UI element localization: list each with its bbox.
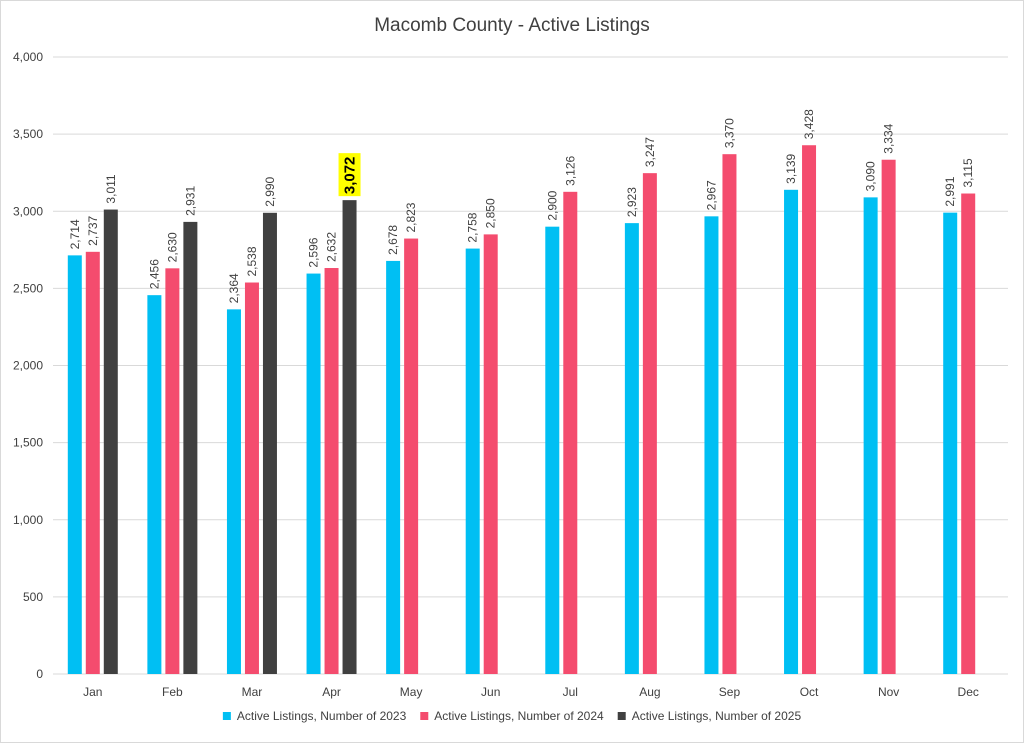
bar <box>784 189 799 674</box>
x-tick-label: Aug <box>639 685 660 699</box>
y-tick-label: 1,000 <box>13 513 43 527</box>
data-label: 2,931 <box>183 186 197 216</box>
bar <box>85 251 100 674</box>
data-label: 3,090 <box>864 161 878 191</box>
bar <box>244 282 259 674</box>
data-label-highlight <box>338 153 361 197</box>
legend-label: Active Listings, Number of 2025 <box>632 709 802 723</box>
data-label: 3,428 <box>802 109 816 139</box>
bar <box>642 173 657 674</box>
data-label: 3,247 <box>643 137 657 167</box>
x-tick-label: Jul <box>563 685 578 699</box>
x-tick-label: May <box>400 685 423 699</box>
data-label: 3,139 <box>784 153 798 183</box>
bar <box>961 193 976 675</box>
x-tick-label: Apr <box>322 685 341 699</box>
data-label: 2,456 <box>147 259 161 289</box>
y-tick-label: 500 <box>23 590 43 604</box>
bar <box>722 154 737 675</box>
bar <box>262 212 277 675</box>
data-label: 2,758 <box>466 212 480 242</box>
y-tick-label: 2,000 <box>13 359 43 373</box>
bar <box>147 295 162 674</box>
bar <box>324 268 339 674</box>
data-label: 2,823 <box>404 202 418 232</box>
data-label: 3,334 <box>882 123 896 153</box>
x-tick-label: Feb <box>162 685 183 699</box>
x-tick-label: Jan <box>83 685 102 699</box>
bar <box>624 223 639 674</box>
bar <box>881 159 896 675</box>
bar <box>386 260 401 674</box>
bar <box>404 238 419 674</box>
bar <box>67 255 82 675</box>
bar <box>165 268 180 674</box>
data-label: 2,737 <box>86 215 100 245</box>
data-label: 2,990 <box>263 176 277 206</box>
data-label: 2,630 <box>165 232 179 262</box>
data-label: 2,850 <box>484 198 498 228</box>
bar <box>306 273 321 674</box>
bar <box>465 248 480 675</box>
data-label: 2,364 <box>227 273 241 303</box>
x-tick-label: Nov <box>878 685 899 699</box>
y-tick-label: 3,000 <box>13 204 43 218</box>
bar <box>943 212 958 674</box>
legend-swatch <box>420 712 429 720</box>
y-tick-label: 4,000 <box>13 50 43 64</box>
data-label: 3,126 <box>563 155 577 185</box>
chart-title: Macomb County - Active Listings <box>374 15 650 36</box>
legend-swatch <box>222 712 231 720</box>
data-label: 2,991 <box>943 176 957 206</box>
bar <box>483 234 498 674</box>
x-tick-label: Sep <box>719 685 741 699</box>
bar <box>545 226 560 675</box>
data-label: 2,923 <box>625 187 639 217</box>
data-label: 3,115 <box>961 158 975 187</box>
bar <box>103 209 118 674</box>
data-label: 3,072 <box>342 157 359 195</box>
data-label: 3,011 <box>104 174 118 203</box>
y-tick-label: 3,500 <box>13 127 43 141</box>
data-label: 2,714 <box>68 219 82 249</box>
x-tick-label: Jun <box>481 685 500 699</box>
bar <box>342 200 357 675</box>
bar <box>704 216 719 674</box>
bar <box>183 221 198 674</box>
legend-swatch <box>617 712 626 720</box>
bar <box>563 191 578 674</box>
x-tick-label: Oct <box>800 685 819 699</box>
y-tick-label: 1,500 <box>13 436 43 450</box>
legend-label: Active Listings, Number of 2024 <box>434 709 604 723</box>
data-label: 2,538 <box>245 246 259 276</box>
data-label: 2,596 <box>307 237 321 267</box>
x-tick-label: Dec <box>958 685 979 699</box>
legend-label: Active Listings, Number of 2023 <box>237 709 407 723</box>
bar <box>226 309 241 674</box>
bar <box>863 197 878 674</box>
data-label: 2,967 <box>704 180 718 210</box>
data-label: 3,370 <box>722 118 736 148</box>
x-tick-label: Mar <box>242 685 263 699</box>
bar <box>802 145 817 674</box>
data-label: 2,900 <box>545 190 559 220</box>
data-label: 2,632 <box>325 232 339 262</box>
y-tick-label: 2,500 <box>13 281 43 295</box>
y-tick-label: 0 <box>36 667 43 681</box>
data-label: 2,678 <box>386 225 400 255</box>
